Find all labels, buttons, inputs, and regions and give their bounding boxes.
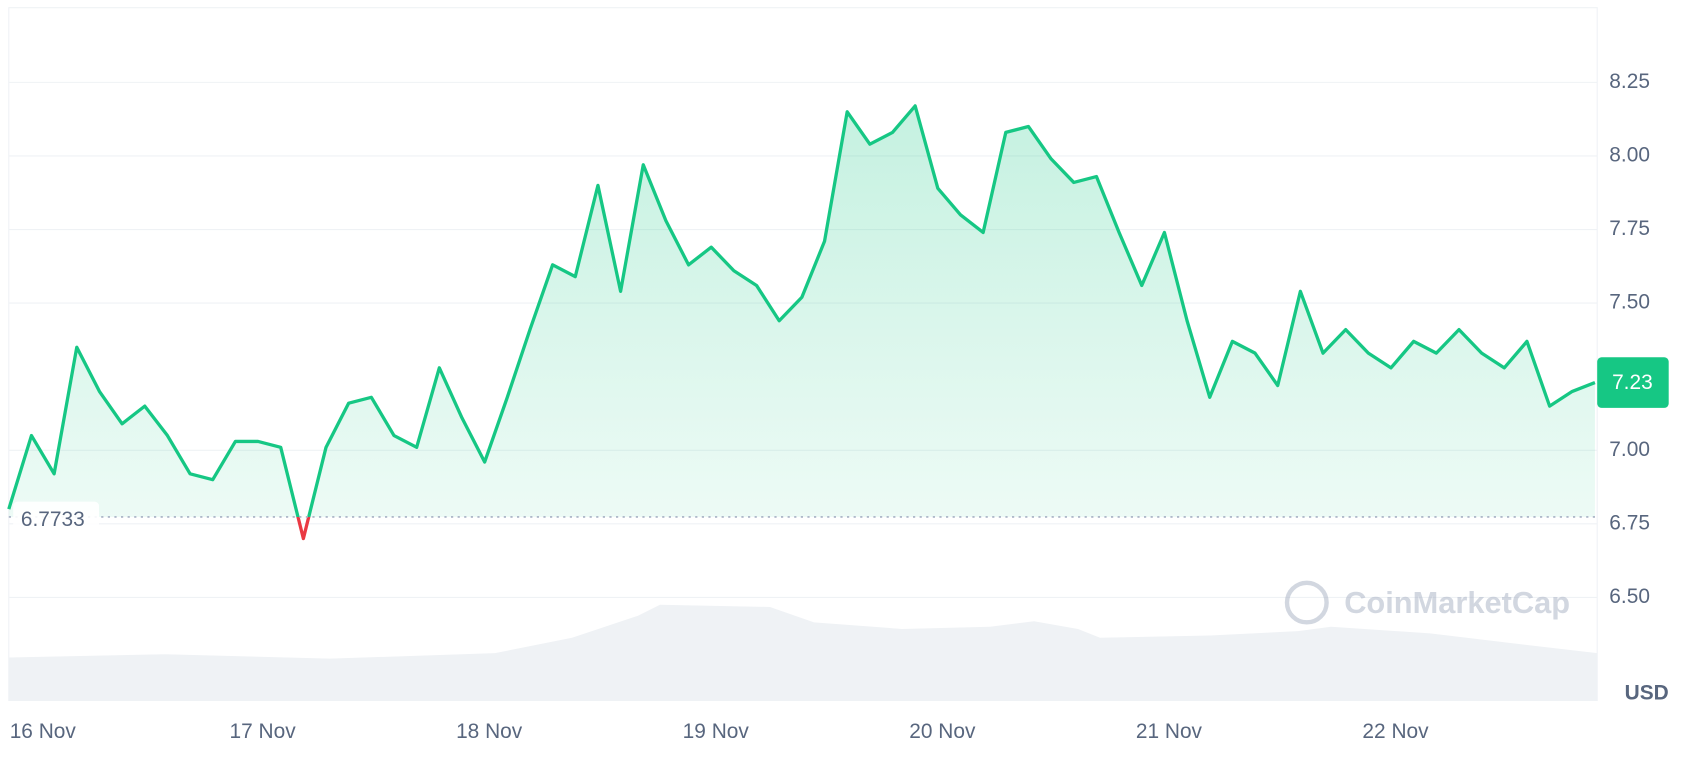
reference-label-bg xyxy=(13,501,100,533)
price-area xyxy=(8,105,1595,517)
price-line xyxy=(7,104,1596,517)
watermark-text: CoinMarketCap xyxy=(1344,585,1570,620)
x-tick-label: 21 Nov xyxy=(1136,720,1203,743)
x-tick-label: 16 Nov xyxy=(10,720,77,743)
current-price-label: 7.23 xyxy=(1612,371,1653,394)
x-tick-label: 19 Nov xyxy=(683,720,750,743)
x-tick-label: 17 Nov xyxy=(229,720,296,743)
y-tick-label: 7.75 xyxy=(1609,217,1650,240)
unit-label: USD xyxy=(1625,681,1669,704)
watermark: CoinMarketCap xyxy=(1284,580,1570,625)
current-price-badge xyxy=(1597,357,1669,408)
y-tick-label: 6.75 xyxy=(1609,511,1650,534)
volume-area xyxy=(8,604,1598,701)
y-tick-label: 6.50 xyxy=(1609,585,1650,608)
x-tick-label: 22 Nov xyxy=(1362,720,1429,743)
x-tick-label: 20 Nov xyxy=(909,720,976,743)
x-tick-label: 18 Nov xyxy=(456,720,523,743)
marks xyxy=(7,104,1596,541)
y-tick-label: 7.00 xyxy=(1609,438,1650,461)
reference-label: 6.7733 xyxy=(21,508,85,531)
y-tick-label: 8.00 xyxy=(1609,143,1650,166)
watermark-logo xyxy=(1284,580,1329,625)
y-tick-label: 8.25 xyxy=(1609,70,1650,93)
y-tick-label: 7.50 xyxy=(1609,291,1650,314)
